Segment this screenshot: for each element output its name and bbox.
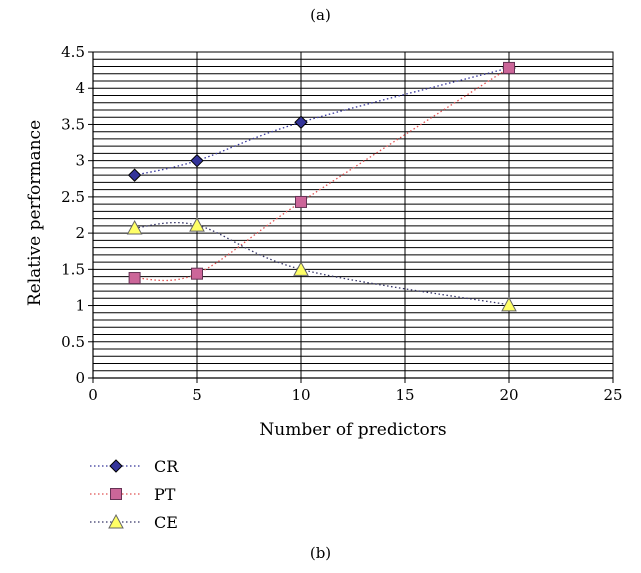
data-point-cr bbox=[294, 115, 308, 129]
data-point-cr bbox=[190, 153, 204, 168]
y-tick-label: 2.5 bbox=[61, 188, 85, 206]
caption-b: (b) bbox=[309, 544, 332, 562]
y-axis-label: Relative performance bbox=[25, 120, 45, 306]
y-tick-label: 0 bbox=[75, 369, 85, 387]
data-point-ce bbox=[501, 296, 517, 312]
x-axis-label: Number of predictors bbox=[259, 420, 446, 440]
data-point-ce bbox=[189, 217, 205, 232]
data-point-ce bbox=[126, 219, 143, 235]
y-tick-label: 1 bbox=[75, 297, 85, 315]
tick-labels: 0 0.5 1 1.5 2 2.5 3 3.5 4 4.5 0 5 10 15 20 25 bbox=[61, 43, 622, 404]
y-tick-label: 1.5 bbox=[61, 260, 85, 278]
y-tick-label: 3.5 bbox=[61, 115, 85, 133]
data-point-cr bbox=[127, 168, 142, 182]
series-lines bbox=[134, 67, 510, 306]
data-markers bbox=[126, 61, 517, 312]
series-line-cr bbox=[134, 67, 510, 176]
data-point-pt bbox=[503, 61, 515, 74]
x-tick-label: 25 bbox=[603, 386, 622, 404]
x-tick-label: 15 bbox=[395, 386, 414, 404]
series-line-pt bbox=[134, 67, 510, 282]
caption-a: (a) bbox=[310, 6, 331, 24]
x-tick-label: 10 bbox=[291, 386, 310, 404]
y-tick-label: 0.5 bbox=[61, 333, 85, 351]
y-tick-label: 4 bbox=[75, 79, 85, 97]
legend-marker-cr bbox=[109, 459, 123, 473]
y-tick-label: 2 bbox=[75, 224, 85, 242]
series-line-ce bbox=[134, 222, 510, 306]
data-point-pt bbox=[295, 195, 307, 208]
axes bbox=[88, 51, 614, 383]
data-point-pt bbox=[128, 272, 141, 285]
legend-label-cr: CR bbox=[154, 457, 179, 476]
data-point-pt bbox=[191, 267, 203, 280]
legend-label-ce: CE bbox=[154, 513, 178, 532]
x-tick-label: 5 bbox=[192, 386, 202, 404]
x-tick-label: 0 bbox=[88, 386, 98, 404]
legend-marker-ce bbox=[108, 513, 124, 529]
legend-marker-pt bbox=[110, 488, 122, 500]
data-point-ce bbox=[293, 261, 309, 276]
plot-frame bbox=[92, 51, 614, 379]
y-tick-label: 4.5 bbox=[61, 43, 85, 61]
y-tick-label: 3 bbox=[75, 152, 85, 170]
grid-lines bbox=[93, 51, 613, 378]
legend-label-pt: PT bbox=[154, 485, 176, 504]
x-tick-label: 20 bbox=[499, 386, 518, 404]
legend: CR PT CE bbox=[90, 457, 179, 532]
